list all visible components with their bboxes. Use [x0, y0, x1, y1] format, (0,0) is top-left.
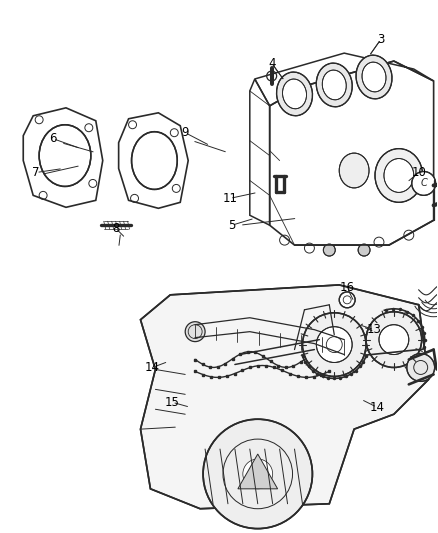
Ellipse shape: [316, 63, 352, 107]
Ellipse shape: [276, 72, 312, 116]
Text: 4: 4: [268, 56, 276, 70]
Text: 9: 9: [181, 126, 189, 139]
Text: 5: 5: [228, 219, 236, 232]
Circle shape: [303, 313, 366, 376]
Text: 10: 10: [411, 166, 426, 179]
Text: 11: 11: [223, 192, 237, 205]
Text: 14: 14: [370, 401, 385, 414]
Circle shape: [203, 419, 312, 529]
Ellipse shape: [356, 55, 392, 99]
Text: 8: 8: [112, 222, 119, 235]
Ellipse shape: [339, 153, 369, 188]
Polygon shape: [141, 285, 429, 508]
Text: 7: 7: [32, 166, 40, 179]
Text: 6: 6: [49, 132, 57, 145]
Circle shape: [407, 353, 434, 382]
Circle shape: [316, 327, 352, 362]
Text: 13: 13: [367, 323, 381, 336]
Circle shape: [339, 292, 355, 308]
Text: 16: 16: [340, 281, 355, 294]
Circle shape: [358, 244, 370, 256]
Circle shape: [379, 325, 409, 354]
Text: 15: 15: [165, 396, 180, 409]
Ellipse shape: [39, 125, 91, 187]
Circle shape: [366, 312, 422, 367]
Circle shape: [412, 172, 436, 196]
Text: 3: 3: [377, 33, 385, 46]
Ellipse shape: [322, 70, 346, 100]
Text: C: C: [420, 179, 427, 189]
Ellipse shape: [131, 132, 177, 189]
Polygon shape: [238, 454, 278, 489]
Ellipse shape: [362, 62, 386, 92]
Circle shape: [185, 322, 205, 342]
Ellipse shape: [375, 149, 423, 203]
Ellipse shape: [384, 158, 414, 192]
Ellipse shape: [283, 79, 307, 109]
Text: 14: 14: [145, 361, 160, 374]
Circle shape: [323, 244, 335, 256]
Circle shape: [243, 459, 273, 489]
